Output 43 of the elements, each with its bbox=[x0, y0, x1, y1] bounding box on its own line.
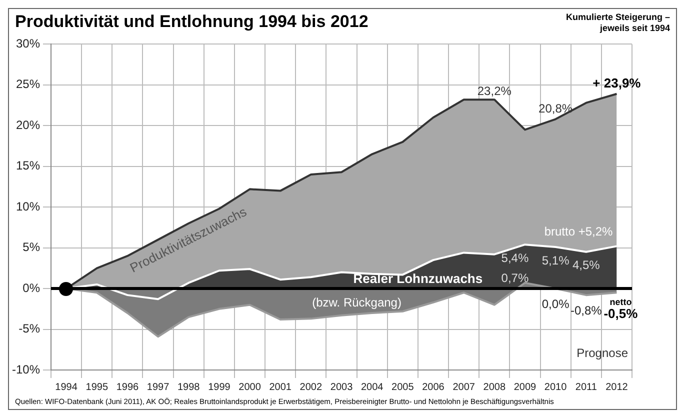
annotation: 5,4% bbox=[501, 250, 529, 265]
annotation: 20,8% bbox=[538, 101, 573, 116]
annotation: Prognose bbox=[576, 346, 628, 360]
x-tick-label: 2001 bbox=[269, 382, 292, 393]
x-tick-label: 1995 bbox=[86, 382, 108, 393]
x-tick-label: 2011 bbox=[575, 382, 598, 393]
x-tick-label: 1998 bbox=[177, 382, 200, 393]
x-tick-label: 1996 bbox=[116, 382, 140, 393]
y-tick-label: 15% bbox=[16, 158, 40, 173]
x-tick-label: 1999 bbox=[208, 382, 231, 393]
annotation: 4,5% bbox=[572, 258, 600, 272]
x-tick-label: 2010 bbox=[544, 382, 568, 393]
x-tick-label: 1994 bbox=[55, 382, 78, 393]
x-tick-label: 2004 bbox=[360, 382, 384, 393]
chart-subtitle: Kumulierte Steigerung – jeweils seit 1994 bbox=[566, 12, 670, 34]
x-tick-label: 2008 bbox=[483, 382, 506, 393]
y-tick-label: 20% bbox=[16, 118, 40, 132]
x-tick-label: 2002 bbox=[300, 382, 322, 393]
annotation: 0,0% bbox=[542, 296, 570, 311]
y-tick-label: 10% bbox=[16, 199, 40, 214]
x-tick-label: 2000 bbox=[238, 382, 262, 393]
y-tick-label: -5% bbox=[18, 322, 40, 336]
x-tick-label: 2005 bbox=[392, 382, 414, 393]
y-tick-label: 5% bbox=[22, 240, 40, 254]
annotation: 0,7% bbox=[501, 271, 529, 286]
x-tick-label: 2007 bbox=[452, 382, 476, 393]
chart-title: Produktivität und Entlohnung 1994 bis 2012 bbox=[15, 12, 368, 32]
annotation: Realer Lohnzuwachs (bzw. Rückgang) bbox=[312, 271, 483, 310]
x-tick-label: 2006 bbox=[422, 382, 445, 393]
y-tick-label: 30% bbox=[16, 36, 40, 51]
y-tick-label: -10% bbox=[12, 362, 40, 376]
annotation: -0,8% bbox=[570, 303, 602, 318]
annotation: netto -0,5% bbox=[604, 297, 638, 322]
x-tick-label: 1997 bbox=[146, 382, 170, 393]
y-tick-label: 0% bbox=[22, 280, 40, 295]
annotation: brutto +5,2% bbox=[544, 224, 614, 239]
x-tick-label: 2009 bbox=[514, 382, 537, 393]
x-tick-label: 2012 bbox=[606, 382, 628, 393]
y-tick-label: 25% bbox=[16, 77, 40, 92]
annotation: 5,1% bbox=[542, 253, 570, 268]
annotation: 23,2% bbox=[477, 84, 512, 98]
annotation: + 23,9% bbox=[592, 75, 642, 90]
x-tick-label: 2003 bbox=[330, 382, 354, 393]
